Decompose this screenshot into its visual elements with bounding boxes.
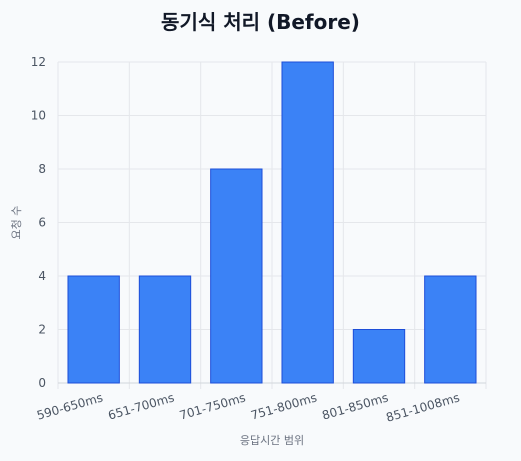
bar-layer	[67, 61, 477, 384]
chart-title: 동기식 처리 (Before)	[161, 10, 360, 34]
x-axis-title: 응답시간 범위	[240, 434, 304, 447]
grid-layer	[57, 61, 487, 389]
y-tick-label: 2	[38, 323, 46, 337]
x-tick-label: 701-750ms	[178, 390, 247, 422]
x-tick-label: 651-700ms	[107, 390, 176, 422]
y-tick-label: 12	[31, 55, 46, 69]
y-tick-label: 8	[38, 162, 46, 176]
x-tick-label: 751-800ms	[249, 390, 318, 422]
y-tick-label: 0	[38, 376, 46, 390]
y-tick-label: 6	[38, 216, 46, 230]
bar[interactable]	[281, 61, 334, 384]
bar[interactable]	[138, 275, 192, 384]
x-tick-label: 590-650ms	[35, 390, 104, 422]
y-tick-label: 4	[38, 269, 46, 283]
y-tick-layer: 0 2 4 6 8 10 12	[31, 55, 46, 390]
bar[interactable]	[352, 329, 406, 384]
bar[interactable]	[210, 168, 263, 384]
y-axis-title: 요청 수	[10, 206, 23, 240]
bar[interactable]	[424, 275, 477, 384]
y-tick-label: 10	[31, 109, 46, 123]
x-tick-label: 801-850ms	[321, 390, 390, 422]
bar[interactable]	[67, 275, 120, 384]
x-tick-layer: 590-650ms 651-700ms 701-750ms 751-800ms 801-…	[35, 390, 461, 424]
x-tick-label: 851-1008ms	[385, 390, 462, 424]
